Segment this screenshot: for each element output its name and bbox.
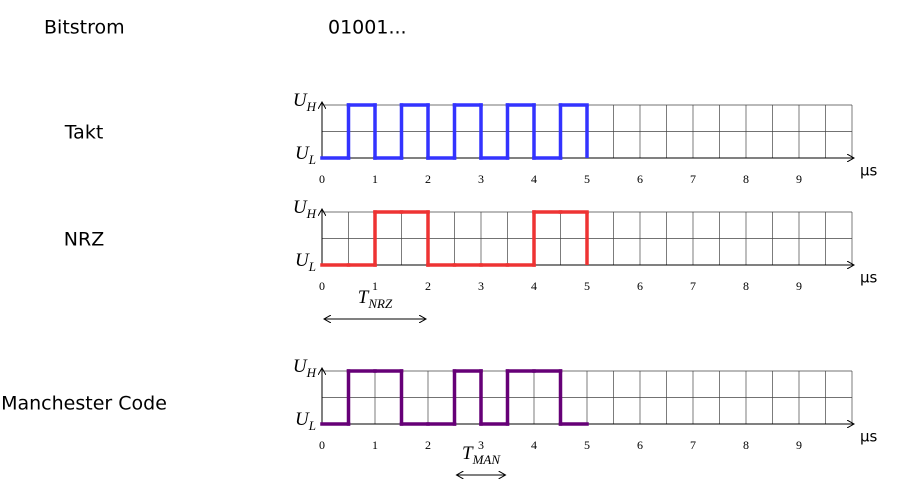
x-tick-label: 6 [637,172,643,186]
x-tick-label: 1 [372,438,378,452]
signal-label: NRZ [64,229,104,251]
x-tick-label: 2 [425,172,431,186]
low-label-sub: L [308,418,316,433]
bitstream-label: Bitstrom [44,17,125,39]
low-label-symbol: U [295,250,310,271]
x-tick-label: 4 [531,172,537,186]
x-tick-label: 7 [690,438,696,452]
x-tick-label: 1 [372,172,378,186]
low-label: UL [295,250,316,274]
low-label-sub: L [308,259,316,274]
bitstream-value: 01001... [328,17,407,39]
low-label: UL [295,143,316,167]
period-label-sub: NRZ [367,296,393,311]
x-tick-label: 0 [319,279,325,293]
x-tick-label: 8 [743,172,749,186]
x-tick-label: 2 [425,438,431,452]
low-label: UL [295,409,316,433]
x-tick-label: 8 [743,279,749,293]
x-tick-label: 4 [531,279,537,293]
period-label: TNRZ [358,287,393,311]
low-label-symbol: U [295,143,310,164]
x-tick-label: 5 [584,172,590,186]
low-label-symbol: U [295,409,310,430]
high-label-symbol: U [293,356,308,377]
unit-label: µs [860,162,878,180]
x-tick-label: 9 [796,172,802,186]
signal-label: Takt [64,122,104,144]
x-tick-label: 0 [319,172,325,186]
x-tick-label: 6 [637,279,643,293]
high-label-sub: H [306,365,317,380]
x-tick-label: 2 [425,279,431,293]
x-tick-label: 3 [478,172,484,186]
x-tick-label: 3 [478,438,484,452]
high-label-sub: H [306,99,317,114]
x-tick-label: 0 [319,438,325,452]
high-label: UH [293,197,317,221]
x-tick-label: 8 [743,438,749,452]
high-label: UH [293,90,317,114]
low-label-sub: L [308,152,316,167]
period-label-symbol: T [358,287,370,308]
high-label: UH [293,356,317,380]
x-tick-label: 9 [796,438,802,452]
high-label-symbol: U [293,197,308,218]
x-tick-label: 5 [584,438,590,452]
unit-label: µs [860,269,878,287]
x-tick-label: 7 [690,279,696,293]
x-tick-label: 7 [690,172,696,186]
unit-label: µs [860,428,878,446]
high-label-sub: H [306,206,317,221]
period-label-symbol: T [462,443,474,464]
x-tick-label: 5 [584,279,590,293]
x-tick-label: 4 [531,438,537,452]
x-tick-label: 3 [478,279,484,293]
period-label-sub: MAN [472,452,502,467]
high-label-symbol: U [293,90,308,111]
period-label: TMAN [462,443,501,467]
x-tick-label: 9 [796,279,802,293]
signal-label: Manchester Code [1,393,167,415]
x-tick-label: 1 [372,279,378,293]
x-tick-label: 6 [637,438,643,452]
